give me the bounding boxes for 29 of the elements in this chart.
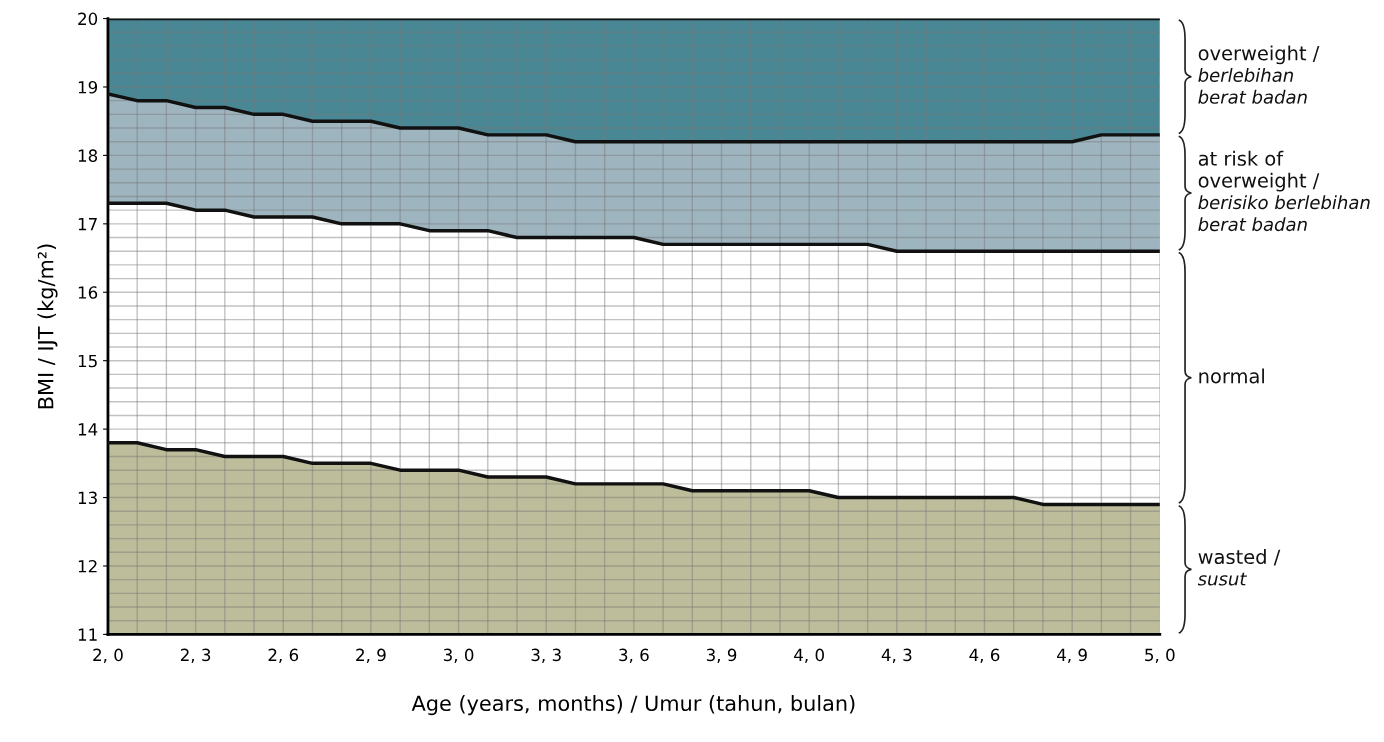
x-tick-label: 2, 9 (356, 648, 386, 663)
y-tick-label: 19 (78, 80, 98, 94)
x-axis-title: Age (years, months) / Umur (tahun, bulan) (411, 694, 855, 716)
x-tick-label: 4, 0 (794, 648, 824, 663)
y-tick-label: 18 (78, 149, 98, 162)
x-tick-label: 4, 3 (881, 648, 912, 663)
x-tick-label: 3, 3 (531, 648, 561, 663)
y-tick-label: 12 (78, 559, 97, 573)
series-label: overweight / berlebihan berat badan (1198, 45, 1320, 104)
x-tick-label: 4, 9 (1057, 648, 1087, 663)
series-label: at risk of overweight / berisiko berlebihan berat badan (1198, 150, 1370, 232)
x-tick-label: 2, 0 (93, 648, 123, 663)
x-tick-label: 2, 6 (268, 648, 299, 663)
y-tick-label: 15 (78, 354, 97, 368)
x-tick-label: 3, 0 (443, 648, 474, 663)
x-tick-label: 2, 3 (180, 648, 211, 663)
x-tick-label: 3, 6 (619, 648, 649, 663)
y-tick-label: 16 (78, 286, 98, 299)
text: normal (1199, 368, 1264, 384)
x-tick-label: 4, 6 (969, 648, 1000, 663)
y-tick-label: 20 (78, 12, 98, 26)
y-tick-label: 17 (78, 218, 97, 231)
y-axis-title: BMI / IJT (kg/m²) (37, 244, 58, 409)
x-tick-label: 5, 0 (1145, 648, 1175, 663)
x-tick-label: 3, 9 (706, 648, 737, 663)
series-label: wasted / susut (1197, 549, 1281, 586)
y-tick-label: 14 (78, 423, 98, 436)
y-tick-label: 13 (78, 491, 97, 505)
y-tick-label: 11 (78, 628, 97, 641)
